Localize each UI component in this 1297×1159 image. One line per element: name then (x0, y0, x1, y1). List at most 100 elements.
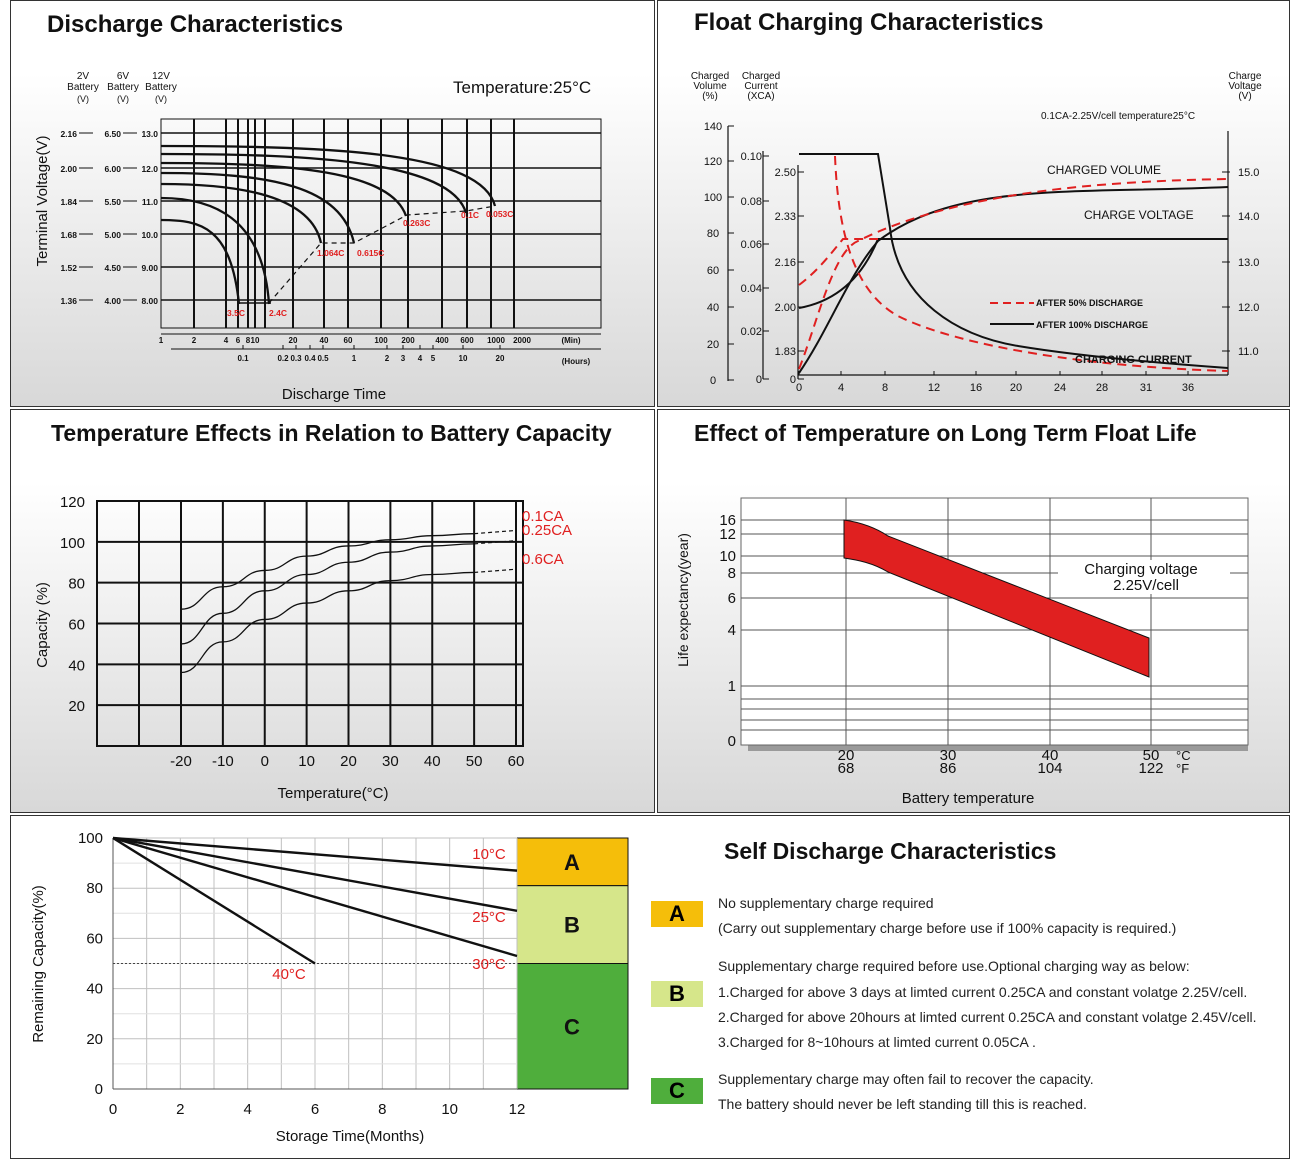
left3-tick: 2.33 (775, 211, 796, 223)
discharge-rate-label: 3.5C (227, 308, 245, 318)
x-tick: 0 (261, 753, 269, 770)
float-life-panel: Effect of Temperature on Long Term Float… (657, 409, 1290, 813)
x-tick-hours: 10 (459, 354, 468, 363)
temperature-label: Temperature:25°C (453, 78, 591, 97)
temp-capacity-panel: Temperature Effects in Relation to Batte… (10, 409, 655, 813)
zone-B (516, 885, 629, 964)
zone-letter: A (564, 850, 580, 875)
legend-box-a: A (651, 901, 703, 927)
x-tick-min: 20 (289, 336, 298, 345)
y-tick-2v: 1.52 (60, 263, 77, 273)
y-tick-6v: 6.00 (104, 164, 121, 174)
float-title: Float Charging Characteristics (694, 9, 1044, 36)
x-axis-title: Discharge Time (282, 386, 386, 403)
annotation-line-1: Charging voltage (1084, 561, 1197, 578)
x-tick-hours: 0.3 (290, 354, 302, 363)
y-tick-2v: 1.36 (60, 296, 77, 306)
self-discharge-line-1 (112, 836, 518, 912)
series-label: 30°C (472, 956, 506, 973)
series-label: 25°C (472, 909, 506, 926)
discharge-curve-4 (160, 161, 408, 217)
x-tick-hours: 0.2 (277, 354, 289, 363)
left1-tick: 60 (707, 265, 719, 277)
float-life-title: Effect of Temperature on Long Term Float… (694, 420, 1197, 446)
float-panel: Float Charging Characteristics Charged Vo… (657, 0, 1290, 407)
x-tick: 12 (928, 382, 940, 394)
x-tick-min: 6 (236, 336, 241, 345)
discharge-curve-5 (160, 152, 468, 214)
x-tick: 10 (298, 753, 315, 770)
y-tick: 80 (68, 576, 85, 593)
y-tick: 100 (60, 535, 85, 552)
x-tick: 24 (1054, 382, 1066, 394)
x-tick: 50 (466, 753, 483, 770)
left3-tick: 2.16 (775, 257, 796, 269)
legend-b-letter: B (669, 981, 685, 1006)
left2-tick: 0.02 (741, 326, 762, 338)
left1-header: (%) (702, 91, 718, 102)
end-voltage-dashed (268, 205, 496, 304)
y-tick-12v: 13.0 (141, 129, 158, 139)
series-label: 10°C (472, 846, 506, 863)
x-unit-min: (Min) (561, 336, 580, 345)
right-tick: 12.0 (1238, 302, 1259, 314)
x-tick: -20 (170, 753, 192, 770)
left3-tick: 2.50 (775, 167, 796, 179)
x-tick: 30 (382, 753, 399, 770)
x-tick-min: 2000 (513, 336, 531, 345)
y-tick-12v: 10.0 (141, 230, 158, 240)
right-tick: 13.0 (1238, 257, 1259, 269)
x-tick-f: 68 (838, 760, 855, 777)
y-tick-12v: 12.0 (141, 164, 158, 174)
y-axis-title: Remaining Capacity(%) (30, 885, 47, 1043)
zone-letter: C (564, 1014, 580, 1039)
x-tick-min: 4 (224, 336, 229, 345)
series-label: 0.25CA (522, 522, 572, 539)
x-tick: 20 (1010, 382, 1022, 394)
legend-b-line-1: Supplementary charge required before use… (718, 958, 1190, 974)
y-tick-2v: 1.68 (60, 230, 77, 240)
x-tick-c: 50 (1143, 747, 1160, 764)
left1-tick: 40 (707, 302, 719, 314)
y-tick: 6 (728, 590, 736, 607)
y-tick-2v: 1.84 (60, 197, 77, 207)
x-tick-hours: 3 (401, 354, 406, 363)
left2-tick: 0.06 (741, 239, 762, 251)
y-tick: 20 (86, 1031, 103, 1048)
x-axis-title: Storage Time(Months) (276, 1128, 424, 1145)
y-header-unit-0: (V) (77, 94, 89, 104)
right-tick: 11.0 (1238, 346, 1259, 358)
discharge-curve-3 (160, 171, 356, 244)
float-chart: ChargedVolume(%)ChargedCurrent(XCA)Charg… (691, 71, 1262, 394)
x-tick: 16 (970, 382, 982, 394)
x-tick-min: 600 (460, 336, 474, 345)
left1-tick: 100 (704, 192, 722, 204)
x-tick-min: 1 (159, 336, 164, 345)
x-unit-hours: (Hours) (562, 357, 591, 366)
discharge-rate-label: 0.263C (403, 218, 430, 228)
left2-header: Current (744, 81, 778, 92)
float-note: 0.1CA-2.25V/cell temperature25°C (1041, 111, 1195, 122)
series-label: 0.1CA (522, 508, 564, 525)
x-tick-min: 100 (374, 336, 388, 345)
legend-c-letter: C (669, 1078, 685, 1103)
current-50 (834, 155, 1229, 372)
x-tick: 6 (311, 1101, 319, 1118)
y-header-2v: 2V (77, 71, 90, 82)
legend-a-letter: A (669, 901, 685, 926)
x-tick-min: 1000 (487, 336, 505, 345)
x-tick-min: 200 (401, 336, 415, 345)
y-tick: 80 (86, 880, 103, 897)
right-tick: 14.0 (1238, 211, 1259, 223)
y-header-unit-2: (V) (155, 94, 167, 104)
y-tick: 40 (68, 657, 85, 674)
x-tick-hours: 0.1 (237, 354, 249, 363)
discharge-curve-2 (160, 182, 323, 244)
y-tick: 0 (728, 733, 736, 750)
y-tick: 4 (728, 622, 736, 639)
legend-b-line-2: 1.Charged for above 3 days at limted cur… (718, 984, 1248, 1000)
volume-100 (798, 186, 1229, 374)
x-tick: 8 (882, 382, 888, 394)
